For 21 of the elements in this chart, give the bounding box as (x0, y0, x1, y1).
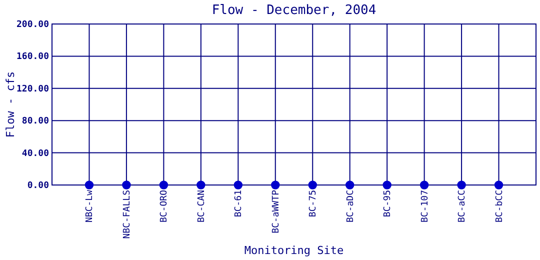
x-tick-label: NBC-Lw (85, 189, 96, 223)
y-tick-label: 200.00 (16, 20, 49, 30)
chart-title: Flow - December, 2004 (212, 3, 376, 18)
y-axis-title: Flow - cfs (4, 71, 17, 138)
y-tick-label: 160.00 (16, 52, 49, 62)
x-tick-label: NBC-FALLS (122, 190, 132, 239)
x-tick-label: BC-107 (420, 190, 430, 223)
x-tick-label: BC-aDC (346, 190, 356, 223)
x-tick-label: BC-ORO (160, 190, 170, 223)
y-tick-label: 80.00 (22, 116, 49, 127)
y-tick-label: 40.00 (22, 148, 49, 159)
y-tick-label: 120.00 (16, 84, 49, 94)
x-tick-label: BC-CAN (196, 190, 207, 223)
x-tick-label: BC-61 (234, 190, 244, 218)
x-axis-title: Monitoring Site (244, 244, 344, 257)
x-tick-label: BC-aCC (458, 190, 468, 223)
x-tick-label: BC-aWWTP (271, 189, 282, 234)
x-tick-label: BC-75 (308, 190, 319, 218)
x-tick-label: BC-95 (383, 190, 394, 218)
x-tick-label: BC-bCC (494, 190, 505, 223)
y-tick-label: 0.00 (27, 181, 49, 191)
